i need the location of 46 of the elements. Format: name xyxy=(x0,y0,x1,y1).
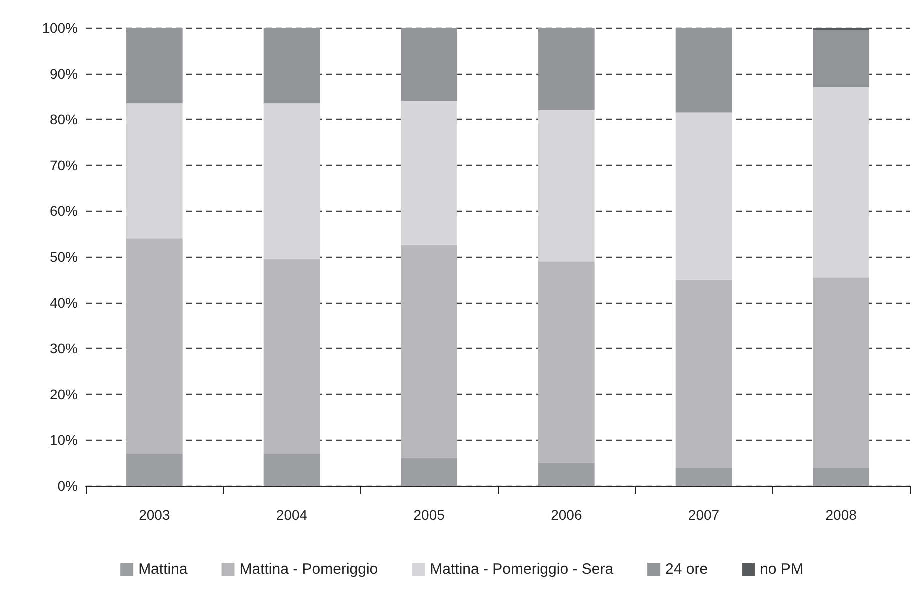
bar xyxy=(538,262,595,464)
bar xyxy=(126,454,183,486)
bar xyxy=(401,101,458,246)
x-tick-label: 2004 xyxy=(276,507,308,523)
bar xyxy=(264,259,320,454)
y-tick-label: 10% xyxy=(50,432,78,448)
bar xyxy=(813,88,870,278)
legend-label: no PM xyxy=(760,561,804,578)
y-tick-label: 70% xyxy=(50,157,78,174)
x-tick-label: 2006 xyxy=(551,507,582,523)
bar xyxy=(126,104,183,239)
bar xyxy=(401,246,458,459)
bar xyxy=(538,28,595,110)
y-tick-label: 100% xyxy=(42,20,78,36)
bar xyxy=(813,278,870,468)
legend-label: 24 ore xyxy=(666,561,708,578)
y-tick-label: 0% xyxy=(58,478,78,494)
y-tick-label: 20% xyxy=(50,386,78,402)
x-tick-label: 2003 xyxy=(139,507,170,523)
bar xyxy=(126,238,183,454)
bar xyxy=(676,468,732,486)
bar xyxy=(813,468,870,486)
bar xyxy=(264,104,320,260)
x-tick-label: 2007 xyxy=(688,507,720,523)
bar xyxy=(126,28,183,104)
bar xyxy=(538,463,595,486)
legend-label: Mattina - Pomeriggio - Sera xyxy=(430,561,614,578)
y-tick-label: 40% xyxy=(50,294,78,311)
bar xyxy=(401,458,458,486)
bar xyxy=(676,112,732,280)
y-tick-label: 80% xyxy=(50,112,78,128)
y-tick-label: 60% xyxy=(50,203,78,220)
y-tick-label: 90% xyxy=(50,66,78,82)
x-tick-label: 2008 xyxy=(826,507,858,523)
bar xyxy=(676,280,732,468)
bar xyxy=(538,110,595,262)
x-tick-label: 2005 xyxy=(414,507,446,523)
bar xyxy=(264,28,320,104)
legend-label: Mattina - Pomeriggio xyxy=(240,561,378,578)
y-tick-label: 50% xyxy=(50,249,78,265)
bar xyxy=(264,454,320,486)
bar xyxy=(813,30,870,88)
bar xyxy=(676,28,732,113)
y-tick-label: 30% xyxy=(50,340,78,357)
legend-label: Mattina xyxy=(138,561,188,578)
bar xyxy=(401,28,458,102)
